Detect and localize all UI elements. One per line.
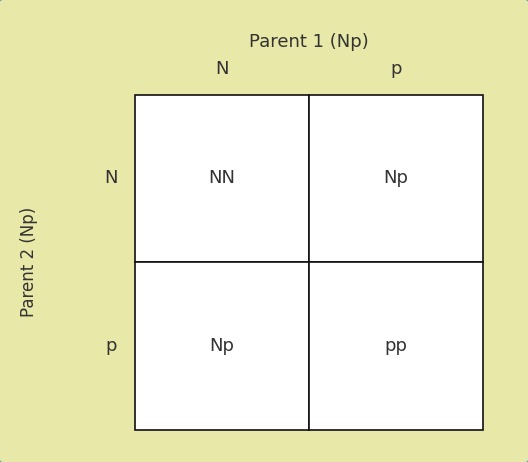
Text: N: N <box>215 61 229 78</box>
Text: Np: Np <box>383 170 409 188</box>
Text: NN: NN <box>208 170 235 188</box>
Bar <box>135 262 309 430</box>
Text: Parent 1 (Np): Parent 1 (Np) <box>249 33 369 50</box>
Text: p: p <box>105 337 117 355</box>
Bar <box>135 95 309 262</box>
Text: Parent 2 (Np): Parent 2 (Np) <box>20 207 38 317</box>
Text: p: p <box>390 61 402 78</box>
Text: pp: pp <box>384 337 408 355</box>
Text: Np: Np <box>209 337 234 355</box>
Bar <box>309 95 483 262</box>
Text: N: N <box>104 170 118 188</box>
Bar <box>309 262 483 430</box>
